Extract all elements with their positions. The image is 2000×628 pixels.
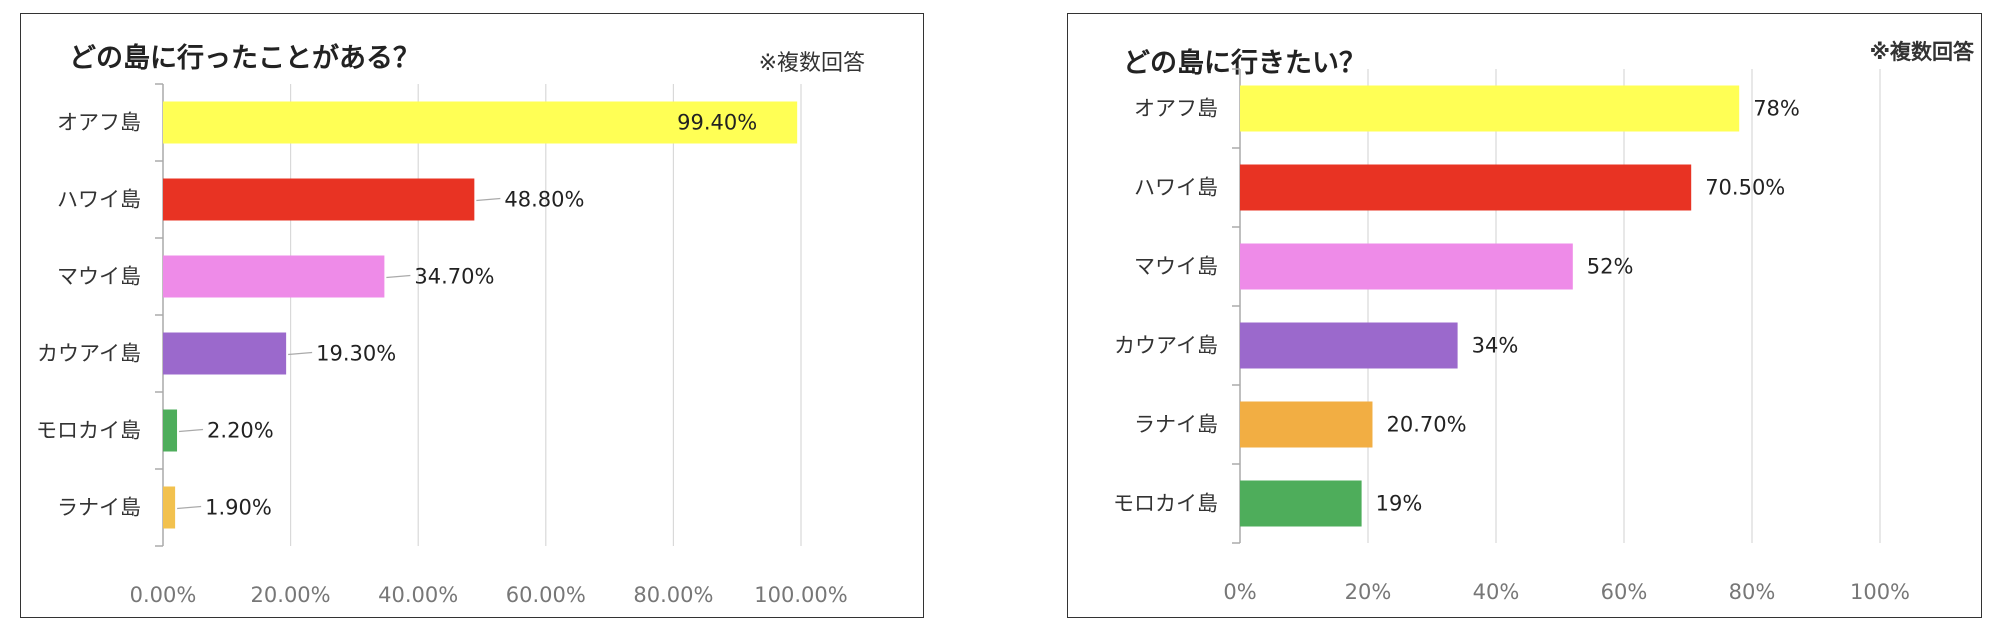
bar xyxy=(163,332,287,375)
data-label: 34.70% xyxy=(414,265,494,289)
data-label: 2.20% xyxy=(207,419,274,443)
x-tick-label: 60.00% xyxy=(506,583,586,607)
category-label: ハワイ島 xyxy=(57,188,141,212)
data-label: 1.90% xyxy=(205,496,272,520)
data-label: 19.30% xyxy=(316,342,396,366)
x-tick-label: 20.00% xyxy=(251,583,331,607)
bar xyxy=(163,255,385,298)
bar xyxy=(1240,85,1740,132)
category-label: ラナイ島 xyxy=(57,496,141,520)
category-label: オアフ島 xyxy=(1134,97,1218,121)
x-tick-label: 80.00% xyxy=(633,583,713,607)
bar xyxy=(163,101,798,144)
x-tick-label: 20% xyxy=(1345,580,1392,604)
category-label: モロカイ島 xyxy=(36,419,141,443)
x-tick-label: 100.00% xyxy=(754,583,847,607)
label-connector xyxy=(386,274,411,279)
data-label: 78% xyxy=(1753,97,1800,121)
chart-panel-want-to-visit: どの島に行きたい？ ※複数回答 0% 20% 40% 60% 80% 100% オアフ島 78… xyxy=(1067,13,1982,618)
label-connector xyxy=(177,505,202,510)
category-label: モロカイ島 xyxy=(1113,492,1218,516)
chart-note: ※複数回答 xyxy=(759,51,865,76)
category-label: カウアイ島 xyxy=(1114,334,1218,358)
x-tick-label: 80% xyxy=(1729,580,1776,604)
data-label: 19% xyxy=(1376,492,1423,516)
bar xyxy=(163,486,176,529)
category-label: オアフ島 xyxy=(57,111,141,135)
category-label: ラナイ島 xyxy=(1134,413,1218,437)
bar xyxy=(1240,401,1373,448)
chart-want-to-visit: どの島に行きたい？ ※複数回答 0% 20% 40% 60% 80% 100% オアフ島 78… xyxy=(1113,40,1975,604)
category-label: マウイ島 xyxy=(1134,255,1218,279)
label-connector xyxy=(476,197,501,202)
data-label: 34% xyxy=(1472,334,1519,358)
bar xyxy=(1240,164,1692,211)
bar xyxy=(163,409,178,452)
x-tick-label: 100% xyxy=(1850,580,1910,604)
chart-title: どの島に行きたい？ xyxy=(1123,47,1366,79)
x-tick-label: 0.00% xyxy=(130,583,197,607)
data-label: 99.40% xyxy=(677,111,757,135)
label-connector xyxy=(288,351,313,356)
data-label: 20.70% xyxy=(1386,413,1466,437)
x-tick-label: 60% xyxy=(1601,580,1648,604)
category-label: カウアイ島 xyxy=(37,342,141,366)
chart-note: ※複数回答 xyxy=(1870,40,1975,64)
bar xyxy=(1240,243,1573,290)
bar xyxy=(1240,322,1458,369)
chart-panel-visited: どの島に行ったことがある？ ※複数回答 0.00% 20.00% 40.00% 60.… xyxy=(20,13,924,618)
data-label: 48.80% xyxy=(504,188,584,212)
bar xyxy=(1240,480,1362,527)
label-connector xyxy=(178,428,204,433)
data-label: 70.50% xyxy=(1705,176,1785,200)
x-tick-label: 40.00% xyxy=(378,583,458,607)
category-label: マウイ島 xyxy=(57,265,141,289)
x-tick-label: 0% xyxy=(1223,580,1256,604)
data-label: 52% xyxy=(1587,255,1634,279)
chart-title: どの島に行ったことがある？ xyxy=(69,42,420,74)
category-label: ハワイ島 xyxy=(1134,176,1218,200)
x-tick-label: 40% xyxy=(1473,580,1520,604)
chart-visited: どの島に行ったことがある？ ※複数回答 0.00% 20.00% 40.00% 60.… xyxy=(36,42,865,607)
bar xyxy=(163,178,475,221)
